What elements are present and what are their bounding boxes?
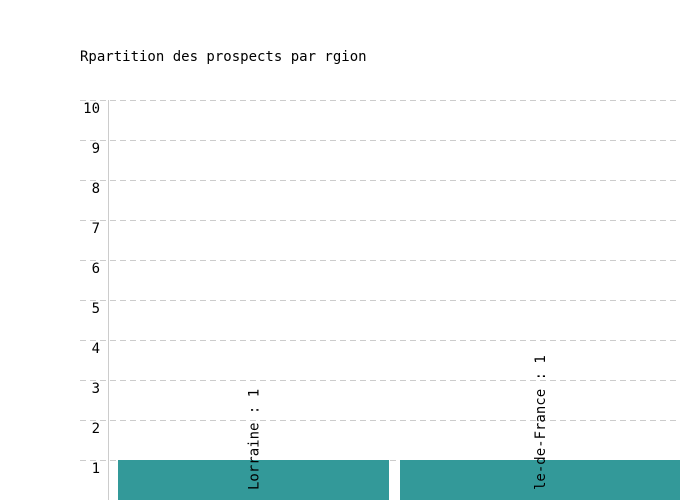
y-tick-label: 10 xyxy=(83,101,100,117)
y-tick-label: 6 xyxy=(92,261,100,277)
y-tick-label: 2 xyxy=(92,421,100,437)
data-label: le-de-France : 1 xyxy=(533,355,549,490)
data-label: Lorraine : 1 xyxy=(247,389,263,490)
y-tick-label: 4 xyxy=(92,341,100,357)
y-tick-label: 3 xyxy=(92,381,100,397)
y-tick-label: 1 xyxy=(92,461,100,477)
y-tick-label: 9 xyxy=(92,141,100,157)
chart-title: Rpartition des prospects par rgion xyxy=(80,49,367,65)
bar-le-de-france xyxy=(400,460,680,500)
y-tick-label: 8 xyxy=(92,181,100,197)
y-tick-label: 5 xyxy=(92,301,100,317)
bar-lorraine xyxy=(118,460,389,500)
y-tick-label: 7 xyxy=(92,221,100,237)
